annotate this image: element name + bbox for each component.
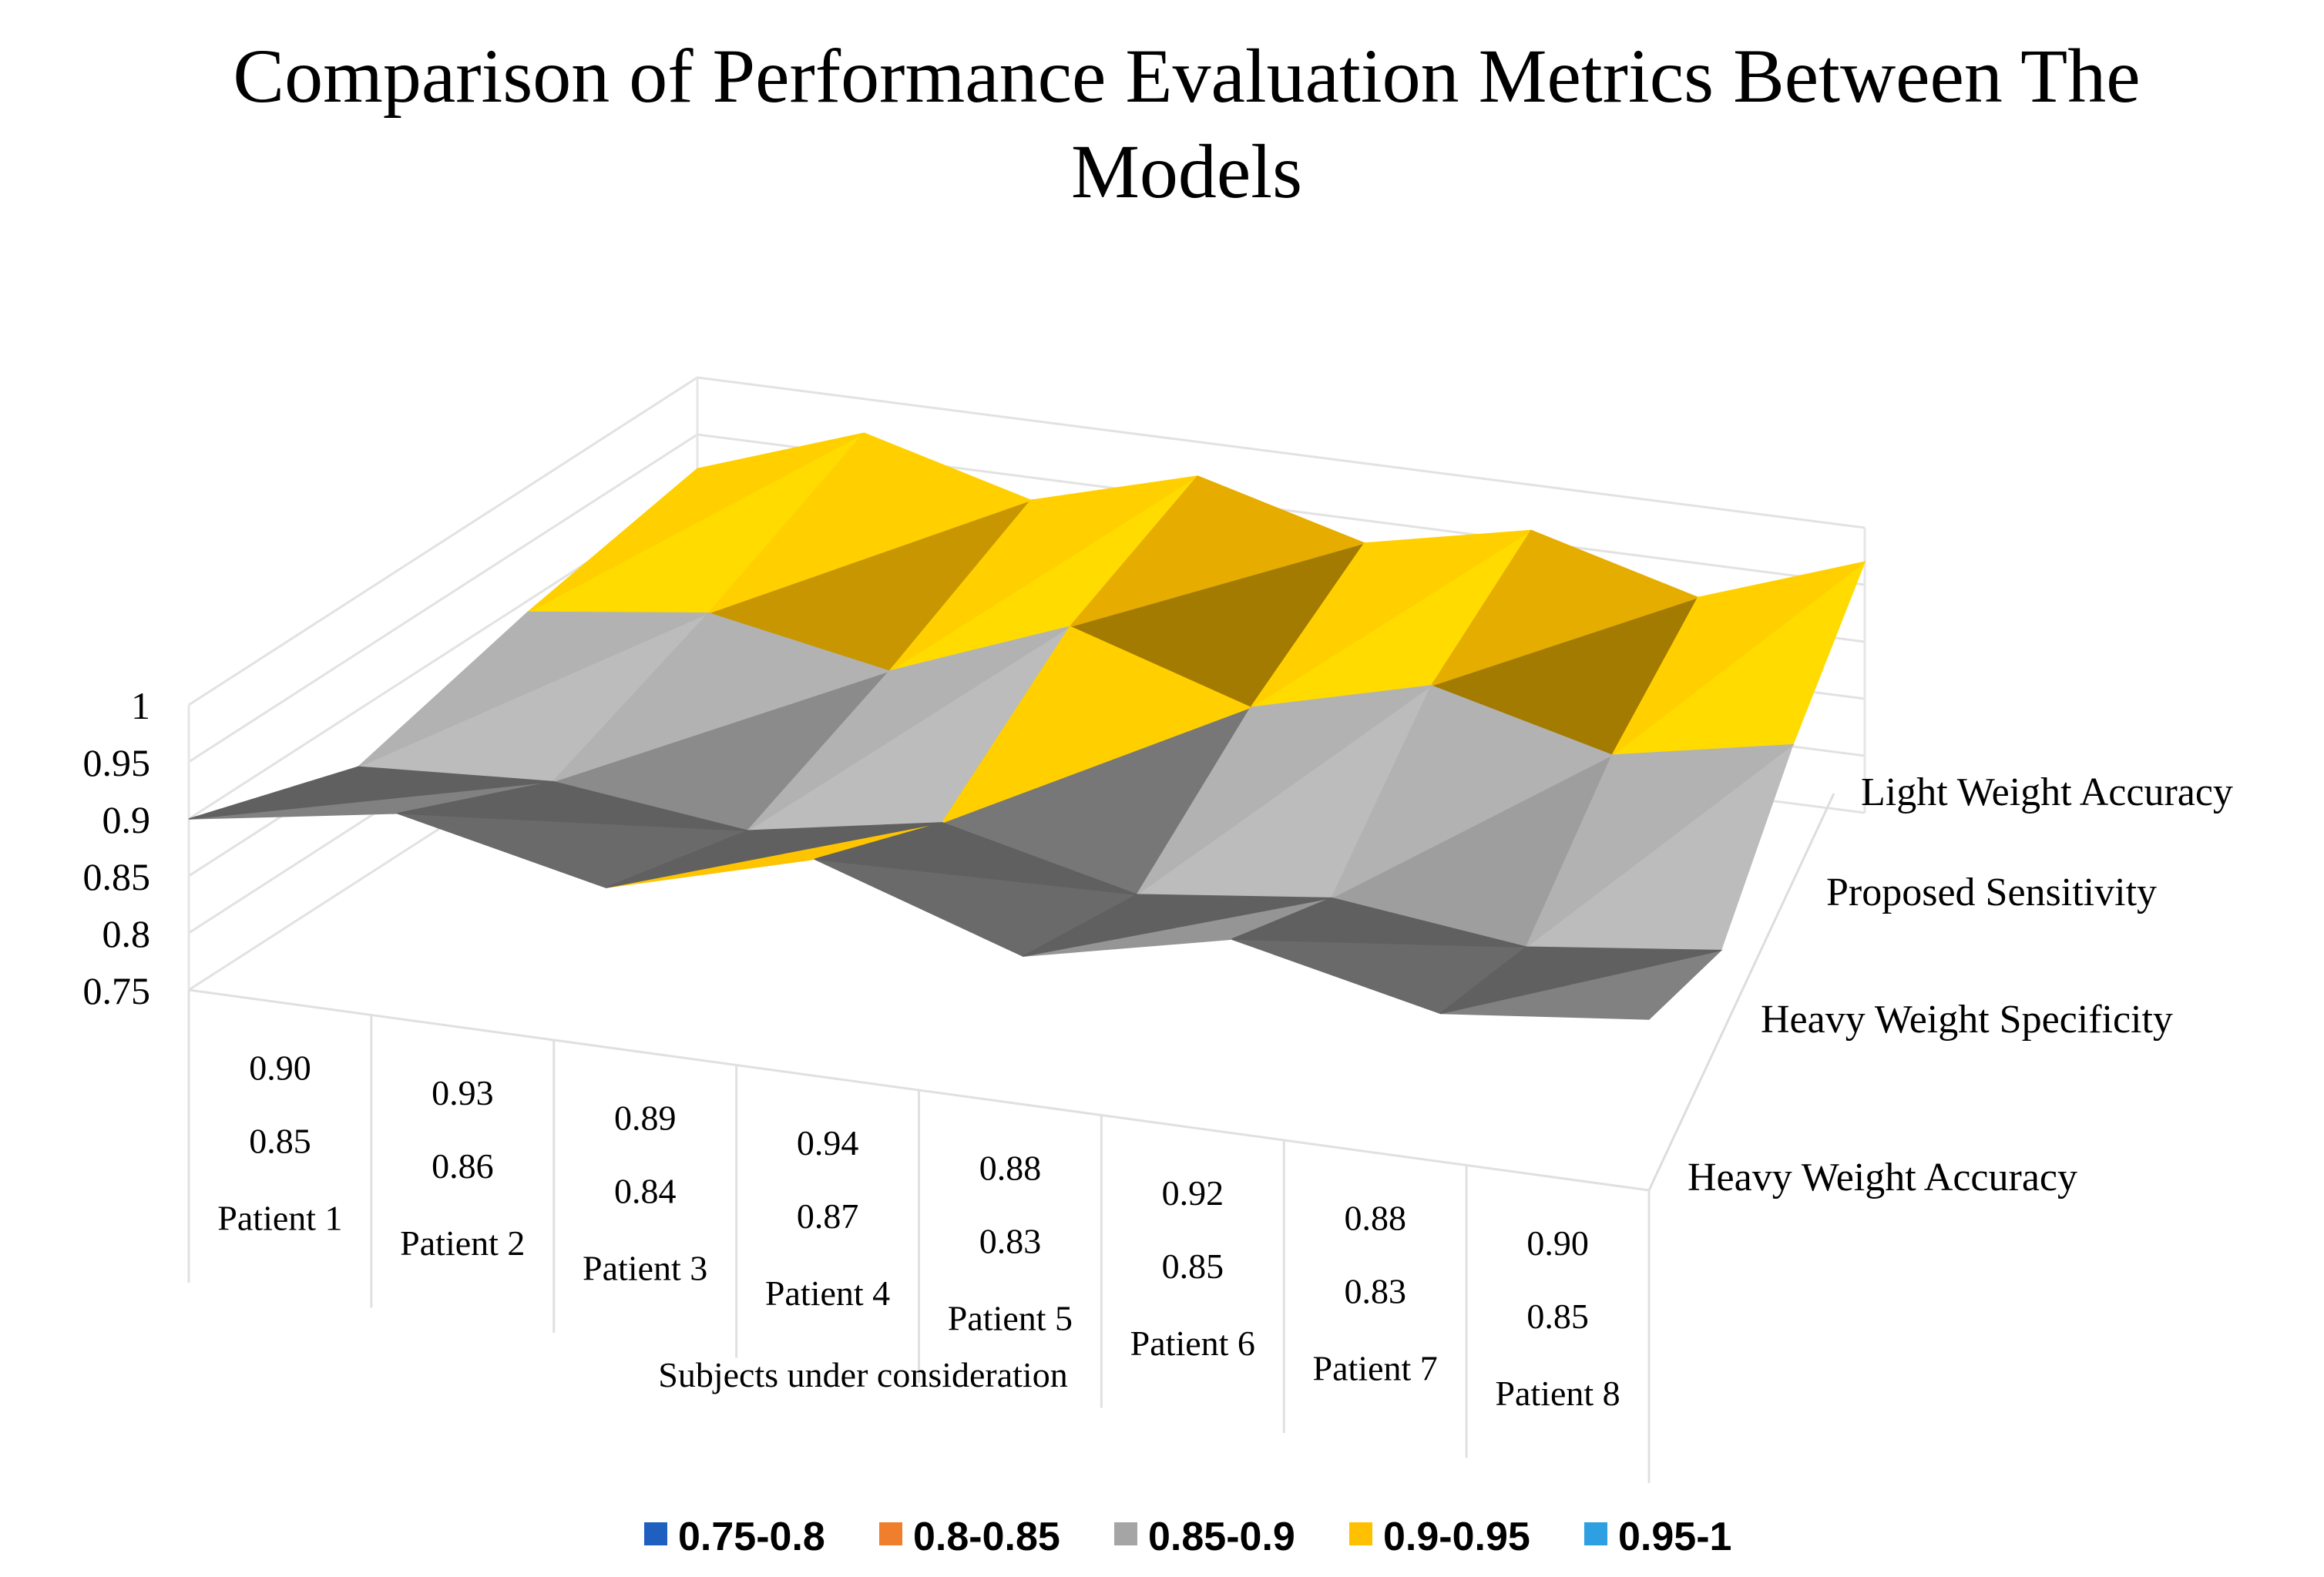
legend-label-4: 0.95-1 [1618, 1515, 1731, 1559]
surface-facet-1-1-1 [551, 612, 892, 783]
z-tick-label-1: 0.8 [102, 912, 151, 955]
category-label-4: Patient 5 [948, 1298, 1073, 1337]
legend-swatch-0 [644, 1522, 667, 1545]
table-value-0-5: 0.92 [1162, 1173, 1224, 1213]
series-label-2: Proposed Sensitivity [1826, 871, 2157, 914]
table-value-1-7: 0.85 [1526, 1297, 1589, 1336]
category-label-7: Patient 8 [1495, 1374, 1620, 1413]
category-label-6: Patient 7 [1313, 1348, 1438, 1387]
surface-facet-0-2-1 [606, 822, 942, 888]
surface-facet-0-3-1 [814, 822, 1137, 895]
table-value-0-7: 0.90 [1526, 1223, 1589, 1263]
legend-swatch-3 [1349, 1522, 1372, 1545]
table-value-1-2: 0.84 [614, 1171, 677, 1210]
surface-facet-2-2-1 [888, 475, 1198, 672]
surface-facet-0-4-1 [1023, 894, 1332, 957]
table-value-1-3: 0.87 [797, 1196, 859, 1236]
surface-facet-2-1-1 [707, 432, 1033, 615]
data-table: 0.90 0.85 Patient 1 0.93 0.86 Patient 2 0.89 0.… [187, 988, 1651, 1483]
surface-plot [188, 432, 1866, 1020]
legend-label-0: 0.75-0.8 [678, 1515, 825, 1559]
chart-title-line-1: Comparison of Performance Evaluation Met… [233, 33, 2140, 119]
depth-axis: Heavy Weight Accuracy Heavy Weight Specif… [1647, 770, 2233, 1200]
z-tick-label-3: 0.9 [102, 798, 151, 841]
table-value-0-4: 0.88 [979, 1148, 1042, 1187]
table-value-0-0: 0.90 [249, 1048, 311, 1087]
z-tick-label-5: 1 [131, 684, 150, 727]
legend-label-1: 0.8-0.85 [913, 1515, 1060, 1559]
chart-title: Comparison of Performance Evaluation Met… [233, 33, 2140, 214]
table-value-1-4: 0.83 [979, 1221, 1042, 1260]
table-top-line [188, 988, 1650, 1192]
z-tick-label-2: 0.85 [83, 855, 151, 898]
table-value-0-1: 0.93 [432, 1073, 494, 1112]
surface-facet-0-1-1 [397, 780, 748, 831]
legend-label-3: 0.9-0.95 [1383, 1515, 1530, 1559]
surface-facet-1-6-1 [1526, 743, 1795, 948]
category-label-0: Patient 1 [217, 1198, 342, 1237]
series-label-1: Heavy Weight Specificity [1761, 998, 2173, 1042]
z-tick-label-4: 0.95 [83, 741, 151, 784]
z-tick-label-0: 0.75 [83, 969, 151, 1012]
table-value-0-6: 0.88 [1344, 1198, 1406, 1237]
surface-facet-1-5-1 [1330, 685, 1614, 900]
table-value-0-2: 0.89 [614, 1098, 677, 1137]
category-label-2: Patient 3 [583, 1248, 707, 1287]
surface-facet-0-0-1 [188, 766, 553, 820]
chart-title-line-2: Models [1071, 129, 1302, 214]
surface-facet-2-0-1 [527, 432, 865, 613]
surface-facet-2-6-1 [1611, 561, 1866, 756]
category-label-1: Patient 2 [400, 1223, 525, 1263]
surface-facet-1-4-1 [1136, 685, 1432, 895]
legend-swatch-1 [879, 1522, 902, 1545]
surface-facet-1-2-1 [747, 626, 1070, 831]
category-label-5: Patient 6 [1130, 1324, 1255, 1363]
legend-swatch-2 [1114, 1522, 1137, 1545]
legend-swatch-4 [1584, 1522, 1607, 1545]
surface-facet-2-4-1 [1250, 529, 1532, 708]
legend-label-2: 0.85-0.9 [1148, 1515, 1295, 1559]
table-value-1-0: 0.85 [249, 1121, 311, 1160]
table-value-1-5: 0.85 [1162, 1247, 1224, 1286]
z-axis: 0.75 0.8 0.85 0.9 0.95 1 [83, 684, 151, 1012]
table-value-0-3: 0.94 [797, 1123, 859, 1163]
table-value-1-6: 0.83 [1344, 1271, 1406, 1310]
category-label-3: Patient 4 [765, 1273, 890, 1313]
surface-facet-2-3-1 [1068, 475, 1367, 628]
series-label-0: Heavy Weight Accuracy [1688, 1156, 2077, 1200]
series-label-3: Light Weight Accuracy [1861, 770, 2233, 814]
legend: 0.75-0.8 0.8-0.85 0.85-0.9 0.9-0.95 0.95-1 [644, 1515, 1731, 1559]
surface-facet-1-0-1 [358, 611, 709, 768]
table-value-1-1: 0.86 [432, 1146, 494, 1186]
surface-facet-0-5-1 [1231, 897, 1526, 948]
surface-facet-1-3-1 [940, 626, 1253, 824]
surface-facet-0-6-1 [1439, 946, 1721, 1015]
x-axis-title: Subjects under consideration [658, 1355, 1067, 1394]
surface-facet-2-5-1 [1429, 529, 1700, 687]
depth-axis-line [1647, 793, 1835, 1191]
